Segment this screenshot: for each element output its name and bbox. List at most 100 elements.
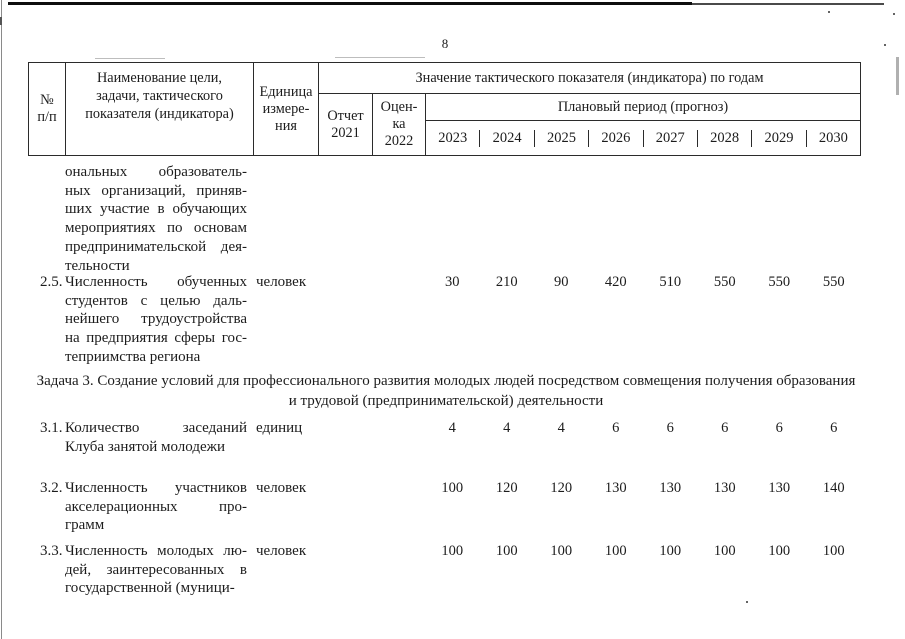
value-cell: [480, 163, 535, 275]
scan-artifact-mark: [0, 17, 2, 25]
value-cell: 420: [604, 274, 627, 290]
text-line: ших участие в обучающих: [65, 201, 247, 218]
text-line: мероприятиях по основам: [65, 220, 247, 237]
value-cell: 4: [503, 420, 511, 436]
text-line: Численность молодых лю-: [65, 543, 247, 559]
value-cell: 6: [721, 420, 729, 436]
header-cell-estimate-2022: Оцен- ка 2022: [373, 94, 426, 155]
value-cell: [643, 163, 698, 275]
value-cell: 550: [822, 274, 845, 290]
text-line: грамм: [65, 517, 105, 534]
value-cell: [372, 542, 425, 598]
scan-speck: [746, 601, 748, 603]
text-line: ных организаций, приняв-: [65, 182, 247, 199]
scan-dash: [95, 58, 165, 59]
value-cell: 100: [550, 543, 573, 559]
value-cell: 100: [659, 543, 682, 559]
row-number: 3.3.: [40, 543, 63, 559]
value-cell: 130: [768, 480, 791, 496]
section-heading-task-3: Задача 3. Создание условий для профессио…: [36, 373, 856, 409]
value-cell: [318, 419, 372, 456]
text-line: дей, заинтересованных в: [65, 561, 247, 578]
value-cell: 120: [550, 480, 573, 496]
value-cell: 6: [612, 420, 620, 436]
row-name: ональных образователь-ных организаций, п…: [65, 163, 253, 275]
text-line: студентов с целью даль-: [65, 292, 247, 309]
value-cell: [318, 479, 372, 535]
value-cell: [318, 542, 372, 598]
value-cell: 2030: [818, 129, 848, 146]
scan-speck: [828, 11, 830, 13]
text-line: тельности: [65, 257, 130, 274]
value-cell: 4: [557, 420, 565, 436]
text-line: на предприятия сферы гос-: [65, 330, 247, 347]
text-line: нейшего трудоустройства: [65, 311, 247, 328]
value-cell: 2028: [698, 129, 753, 147]
value-cell: 100: [768, 543, 791, 559]
value-cell: [807, 163, 862, 275]
scan-speck: [884, 44, 886, 46]
row-values: 100 100 100 100 100 100 100 100: [318, 542, 861, 598]
value-cell: 130: [659, 480, 682, 496]
scan-speck: [893, 13, 895, 15]
row-name: Количество заседаний Клуба занятой молоде…: [65, 419, 253, 456]
scan-artifact-top-line: [8, 2, 692, 5]
text-line: теприимства региона: [65, 348, 201, 365]
row-unit: человек: [256, 543, 307, 559]
text-line: Численность участников: [65, 480, 247, 496]
row-number: [28, 163, 65, 275]
value-cell: [425, 163, 480, 275]
value-cell: 100: [822, 543, 845, 559]
value-cell: 2025: [535, 129, 590, 147]
row-values: 100 120 120 130 130 130 130 140: [318, 479, 861, 535]
value-cell: 2023: [426, 129, 481, 147]
table-row-3-1: 3.1. Количество заседаний Клуба занятой м…: [28, 419, 861, 456]
header-cell-number: № п/п: [29, 63, 66, 155]
header-years-row: 2023 2024 2025 2026 2027 2028 2029 2030: [426, 121, 860, 155]
value-cell: 2029: [752, 129, 807, 147]
value-cell: 100: [604, 543, 627, 559]
value-cell: 4: [448, 420, 456, 436]
page-number: 8: [441, 36, 449, 51]
text-line: Количество заседаний: [65, 420, 247, 436]
value-cell: 2026: [589, 129, 644, 147]
value-cell: [372, 419, 425, 456]
header-cell-plan-period: Плановый период (прогноз): [426, 94, 860, 121]
value-cell: 130: [604, 480, 627, 496]
table-row-3-3: 3.3. Численность молодых лю-дей, заинтер…: [28, 542, 861, 598]
scan-artifact-top-line: [692, 3, 884, 5]
value-cell: 2027: [644, 129, 698, 147]
value-cell: 210: [495, 274, 518, 290]
value-cell: 6: [775, 420, 783, 436]
value-cell: 2024: [480, 129, 535, 147]
value-cell: 550: [768, 274, 791, 290]
value-cell: 120: [495, 480, 518, 496]
text-line: предпринимательской дея-: [65, 238, 247, 255]
value-cell: 100: [713, 543, 736, 559]
value-cell: 100: [441, 480, 464, 496]
text-line: Численность обученных: [65, 274, 247, 290]
scan-artifact-gray-bar: [896, 57, 899, 95]
table-header: № п/п Наименование цели, задачи, тактиче…: [28, 62, 861, 156]
value-cell: [752, 163, 807, 275]
row-number: 3.1.: [40, 420, 63, 436]
text-line: ональных образователь-: [65, 164, 247, 180]
text-line: государственной (муници-: [65, 580, 235, 597]
row-number: 3.2.: [40, 480, 63, 496]
value-cell: 30: [445, 274, 460, 290]
header-cell-unit: Единица измере- ния: [254, 63, 319, 155]
row-unit: человек: [256, 480, 307, 496]
row-values: 30 210 90 420 510 550 550 550: [318, 273, 861, 367]
value-cell: [372, 163, 425, 275]
value-cell: [534, 163, 589, 275]
value-cell: 510: [659, 274, 682, 290]
value-cell: [698, 163, 753, 275]
value-cell: 140: [822, 480, 845, 496]
value-cell: 550: [713, 274, 736, 290]
row-unit: человек: [256, 274, 307, 290]
header-cell-report-2021: Отчет 2021: [319, 94, 373, 155]
header-cell-values-title: Значение тактического показателя (индика…: [319, 63, 860, 94]
row-number: 2.5.: [40, 274, 63, 290]
value-cell: [372, 273, 425, 367]
